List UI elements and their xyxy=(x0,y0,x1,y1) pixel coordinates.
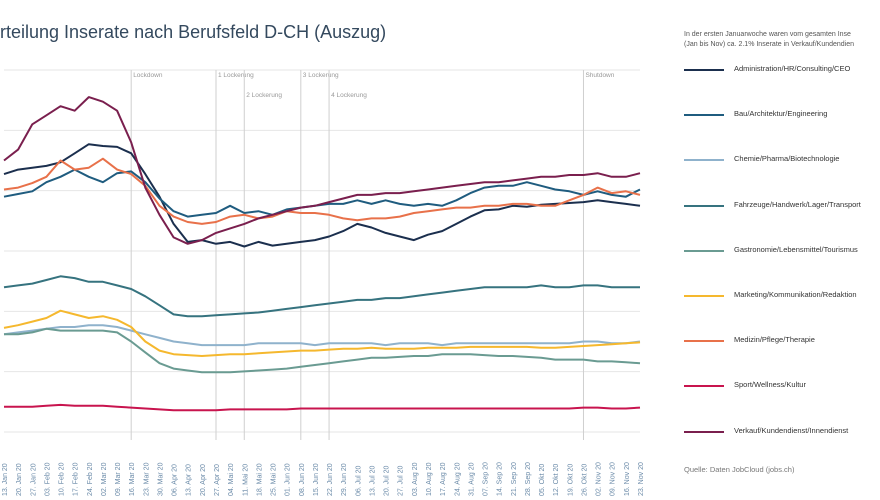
legend-item: Fahrzeuge/Handwerk/Lager/Transport xyxy=(684,198,880,214)
event-label: 1 Lockerung xyxy=(218,72,254,79)
event-label: 4 Lockerung xyxy=(331,92,367,99)
series-line xyxy=(3,275,640,318)
x-tick-label: 13. Jul 20 xyxy=(369,466,376,496)
legend-item: Bau/Architektur/Engineering xyxy=(684,107,880,123)
x-tick-label: 05. Okt 20 xyxy=(539,464,546,496)
x-tick-label: 22. Jun 20 xyxy=(327,463,334,496)
x-tick-label: 29. Jun 20 xyxy=(341,463,348,496)
legend-label: Fahrzeuge/Handwerk/Lager/Transport xyxy=(734,199,861,209)
x-tick-label: 31. Aug 20 xyxy=(468,462,475,496)
x-tick-label: 02. Mar 20 xyxy=(101,462,108,496)
legend-swatch xyxy=(684,159,724,162)
x-tick-label: 20. Apr 20 xyxy=(200,464,207,496)
legend-label: Bau/Architektur/Engineering xyxy=(734,109,828,119)
x-tick-label: 01. Jun 20 xyxy=(285,463,292,496)
x-tick-label: 06. Apr 20 xyxy=(172,464,179,496)
series-line xyxy=(4,327,641,374)
legend-swatch xyxy=(684,204,724,207)
x-tick-label: 09. Mar 20 xyxy=(115,462,122,496)
series-line xyxy=(3,309,641,357)
event-label: Shutdown xyxy=(585,72,614,79)
x-tick-label: 10. Aug 20 xyxy=(426,462,433,496)
x-tick-label: 14. Sep 20 xyxy=(497,462,504,496)
legend-item: Medizin/Pflege/Therapie xyxy=(684,333,880,349)
x-tick-label: 27. Jul 20 xyxy=(398,466,405,496)
x-tick-label: 03. Feb 20 xyxy=(44,462,51,496)
x-tick-label: 12. Okt 20 xyxy=(553,464,560,496)
legend-label: Marketing/Kommunikation/Redaktion xyxy=(734,290,857,299)
series-line xyxy=(3,143,641,248)
series-line xyxy=(3,324,641,347)
x-tick-label: 21. Sep 20 xyxy=(511,462,518,496)
x-tick-label: 20. Jul 20 xyxy=(384,466,391,496)
legend-swatch xyxy=(684,385,724,388)
source-note: Quelle: Daten JobCloud (jobs.ch) xyxy=(684,465,795,474)
event-label: Lockdown xyxy=(133,72,163,79)
x-tick-label: 17. Feb 20 xyxy=(73,462,80,496)
x-tick-label: 17. Aug 20 xyxy=(440,462,447,496)
x-tick-label: 18. Mai 20 xyxy=(256,463,263,496)
legend-item: Verkauf/Kundendienst/Innendienst xyxy=(684,424,880,440)
x-tick-label: 16. Mar 20 xyxy=(129,462,136,496)
legend-label: Sport/Wellness/Kultur xyxy=(734,380,806,390)
x-tick-label: 15. Jun 20 xyxy=(313,463,320,496)
x-tick-label: 20. Jan 20 xyxy=(16,463,23,496)
x-tick-label: 10. Feb 20 xyxy=(59,462,66,496)
legend-item: Marketing/Kommunikation/Redaktion xyxy=(684,288,880,304)
legend-swatch xyxy=(684,430,724,433)
legend-item: Administration/HR/Consulting/CEO xyxy=(684,62,880,78)
legend-label: Verkauf/Kundendienst/Innendienst xyxy=(734,425,849,435)
line-chart: Lockdown 1 Lockerung 2 Lockerung 3 Lockerun… xyxy=(2,69,645,496)
series-line xyxy=(3,157,641,225)
legend-item: Chemie/Pharma/Biotechnologie xyxy=(684,152,880,168)
x-tick-label: 07. Sep 20 xyxy=(483,462,490,496)
x-tick-label: 27. Apr 20 xyxy=(214,464,221,496)
x-tick-label: 26. Okt 20 xyxy=(581,464,588,496)
chart-note: In der ersten Januarwoche waren vom gesa… xyxy=(684,31,855,48)
x-tick-label: 13. Jan 20 xyxy=(2,463,9,496)
x-tick-label: 06. Jul 20 xyxy=(355,466,362,496)
legend-label: Chemie/Pharma/Biotechnologie xyxy=(734,154,840,164)
x-tick-label: 13. Apr 20 xyxy=(186,464,193,496)
x-tick-label: 23. Nov 20 xyxy=(638,462,645,496)
series-line xyxy=(4,403,641,412)
legend-label: Medizin/Pflege/Therapie xyxy=(734,335,815,345)
x-tick-label: 24. Feb 20 xyxy=(87,462,94,496)
x-tick-label: 08. Jun 20 xyxy=(299,463,306,496)
series-line xyxy=(3,96,641,245)
x-tick-label: 27. Jan 20 xyxy=(30,463,37,496)
x-tick-label: 23. Mar 20 xyxy=(143,462,150,496)
x-tick-label: 30. Mar 20 xyxy=(157,462,164,496)
legend-swatch xyxy=(684,249,724,252)
x-tick-label: 25. Mai 20 xyxy=(271,463,278,496)
x-tick-label: 09. Nov 20 xyxy=(610,462,617,496)
x-tick-label: 19. Okt 20 xyxy=(567,464,574,496)
chart-title: rteilung Inserate nach Berufsfeld D-CH (… xyxy=(0,22,387,42)
x-tick-label: 02. Nov 20 xyxy=(596,462,603,496)
x-tick-label: 28. Sep 20 xyxy=(525,462,532,496)
legend-swatch xyxy=(684,340,724,343)
legend-swatch xyxy=(684,69,724,71)
x-tick-label: 24. Aug 20 xyxy=(454,462,461,496)
event-label: 2 Lockerung xyxy=(246,92,282,99)
legend-label: Administration/HR/Consulting/CEO xyxy=(734,64,851,73)
legend-item: Sport/Wellness/Kultur xyxy=(684,378,880,394)
legend-item: Gastronomie/Lebensmittel/Tourismus xyxy=(684,243,880,259)
legend-swatch xyxy=(684,295,724,297)
x-tick-label: 11. Mai 20 xyxy=(242,464,249,496)
x-tick-label: 04. Mai 20 xyxy=(228,463,235,496)
x-tick-label: 16. Nov 20 xyxy=(624,462,631,496)
x-tick-label: 03. Aug 20 xyxy=(412,462,419,496)
legend-swatch xyxy=(684,114,724,117)
event-label: 3 Lockerung xyxy=(303,72,339,79)
legend-label: Gastronomie/Lebensmittel/Tourismus xyxy=(734,244,858,254)
